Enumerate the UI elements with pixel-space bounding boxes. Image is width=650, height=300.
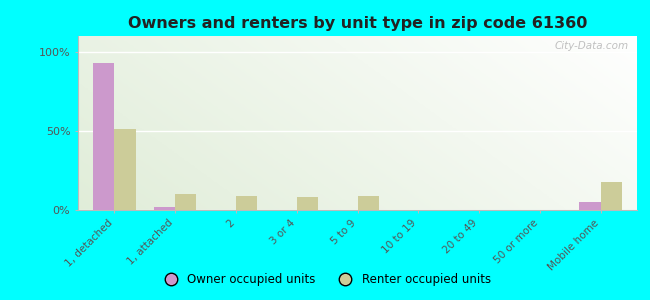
Title: Owners and renters by unit type in zip code 61360: Owners and renters by unit type in zip c… (128, 16, 587, 31)
Bar (601, 182, 622, 210)
Bar (93, 63, 114, 210)
Bar (358, 196, 379, 210)
Bar (297, 197, 318, 210)
Bar (579, 202, 601, 210)
Text: City-Data.com: City-Data.com (554, 41, 629, 51)
Bar (236, 196, 257, 210)
Bar (114, 129, 136, 210)
Bar (154, 207, 176, 210)
Legend: Owner occupied units, Renter occupied units: Owner occupied units, Renter occupied un… (154, 269, 496, 291)
Bar (176, 194, 196, 210)
